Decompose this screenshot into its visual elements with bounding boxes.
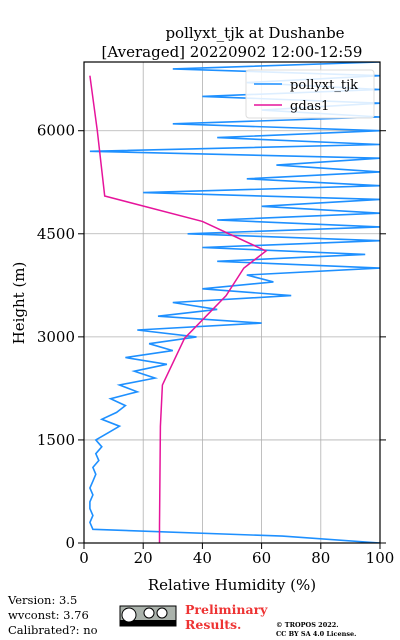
copyright: CC BY SA 4.0 License. xyxy=(276,630,356,638)
x-tick-label: 0 xyxy=(79,549,89,567)
y-tick-label: 3000 xyxy=(37,328,75,346)
copyright: © TROPOS 2022. xyxy=(276,621,339,629)
series-line xyxy=(89,62,380,543)
y-tick-label: 1500 xyxy=(37,431,75,449)
version: Version: 3.5 xyxy=(7,593,77,607)
plot-area xyxy=(84,62,380,543)
x-tick-label: 80 xyxy=(311,549,330,567)
x-axis-label: Relative Humidity (%) xyxy=(148,576,316,594)
calibrated: Calibrated?: no xyxy=(8,623,98,637)
cc-badge xyxy=(119,605,177,627)
x-tick-label: 100 xyxy=(366,549,395,567)
x-tick-label: 20 xyxy=(134,549,153,567)
chart-subtitle: [Averaged] 20220902 12:00-12:59 xyxy=(102,43,363,61)
y-tick-label: 0 xyxy=(65,534,75,552)
y-tick-label: 4500 xyxy=(37,225,75,243)
preliminary: Preliminary xyxy=(185,602,268,617)
legend-label: gdas1 xyxy=(290,99,329,114)
x-tick-label: 60 xyxy=(252,549,271,567)
x-tick-label: 40 xyxy=(193,549,212,567)
legend-label: pollyxt_tjk xyxy=(290,78,358,93)
plot-frame xyxy=(83,61,381,544)
chart-title: pollyxt_tjk at Dushanbe xyxy=(165,24,344,42)
y-axis-label: Height (m) xyxy=(10,262,28,345)
series-line xyxy=(89,75,268,543)
preliminary: Results. xyxy=(185,617,241,632)
y-tick-label: 6000 xyxy=(37,122,75,140)
legend-box xyxy=(245,69,375,119)
wvconst: wvconst: 3.76 xyxy=(8,608,89,622)
